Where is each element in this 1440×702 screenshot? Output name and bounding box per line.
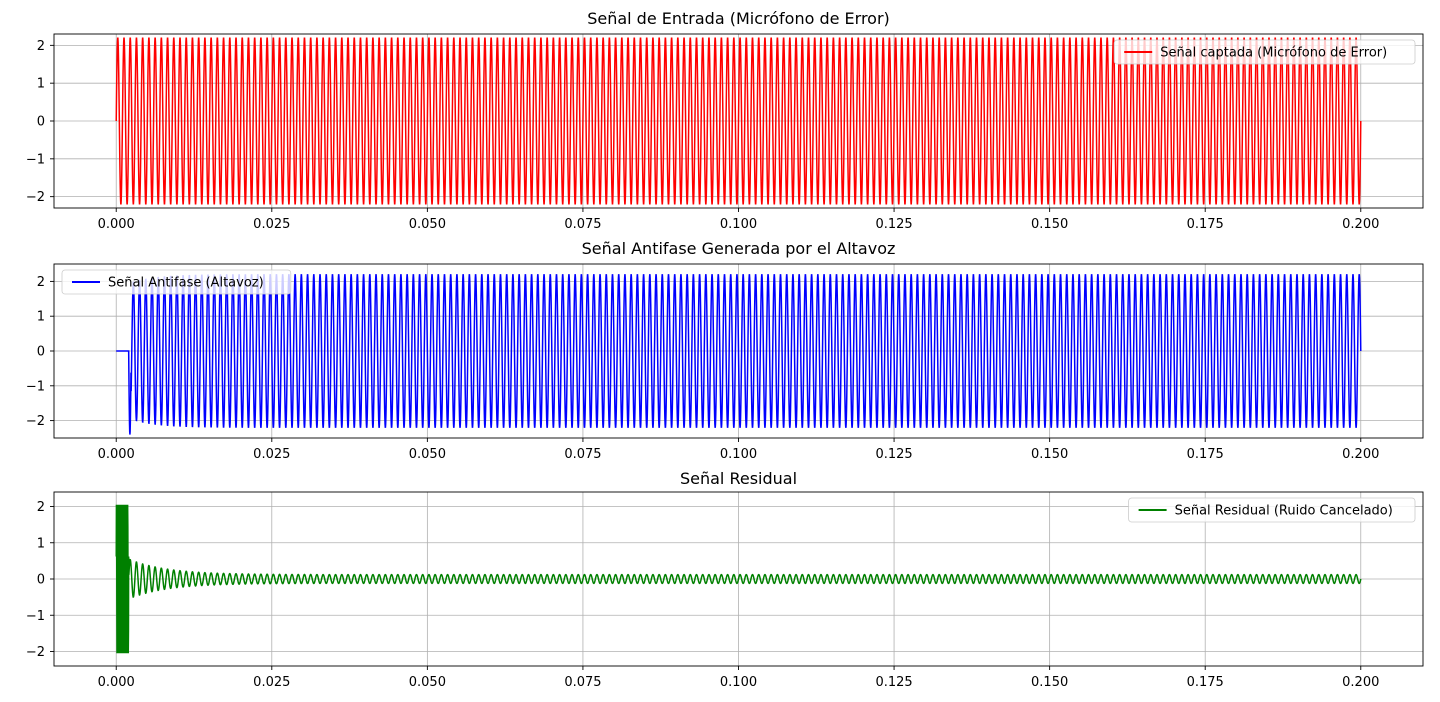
- residual-signal-y-tick-label: 1: [37, 536, 45, 551]
- input-signal-legend: Señal captada (Micrófono de Error): [1113, 39, 1416, 65]
- residual-signal-series-line: [115, 504, 1362, 654]
- input-signal-legend-box: [1113, 39, 1416, 65]
- residual-signal-title: Señal Residual: [680, 469, 797, 488]
- input-signal-y-tick-label: −2: [26, 190, 45, 205]
- antiphase-signal-x-tick-label: 0.100: [720, 447, 757, 462]
- residual-signal-x-tick-label: 0.050: [409, 675, 446, 690]
- input-signal-legend-label: Señal captada (Micrófono de Error): [1160, 46, 1387, 61]
- input-signal-series-line: [115, 37, 1362, 205]
- antiphase-signal-y-tick-label: −1: [26, 379, 45, 394]
- antiphase-signal-series-line: [116, 274, 1362, 435]
- antiphase-signal-x-tick-label: 0.150: [1031, 447, 1068, 462]
- antiphase-signal-y-tick-label: 2: [37, 275, 45, 290]
- antiphase-signal-panel: 0.000 0.025 0.050 0.075 0.100 0.125 0.150 0.175…: [26, 239, 1424, 462]
- input-signal-x-tick-label: 0.075: [564, 217, 601, 232]
- residual-signal-x-tick-label: 0.125: [875, 675, 912, 690]
- residual-signal-x-tick-label: 0.075: [564, 675, 601, 690]
- input-signal-y-tick-label: −1: [26, 152, 45, 167]
- antiphase-signal-y-tick-label: 0: [37, 345, 45, 360]
- antiphase-signal-x-tick-label: 0.075: [564, 447, 601, 462]
- input-signal-x-tick-label: 0.000: [98, 217, 135, 232]
- antiphase-signal-legend-label: Señal Antifase (Altavoz): [108, 276, 264, 291]
- input-signal-x-tick-label: 0.150: [1031, 217, 1068, 232]
- antiphase-signal-x-tick-label: 0.050: [409, 447, 446, 462]
- antiphase-signal-y-tick-label: −2: [26, 414, 45, 429]
- input-signal-title: Señal de Entrada (Micrófono de Error): [587, 9, 890, 28]
- antiphase-signal-x-tick-label: 0.025: [253, 447, 290, 462]
- input-signal-x-tick-label: 0.125: [875, 217, 912, 232]
- input-signal-x-tick-label: 0.050: [409, 217, 446, 232]
- input-signal-x-tick-label: 0.175: [1187, 217, 1224, 232]
- residual-signal-legend-label: Señal Residual (Ruido Cancelado): [1175, 504, 1393, 519]
- input-signal-x-tick-label: 0.200: [1342, 217, 1379, 232]
- residual-signal-x-tick-label: 0.025: [253, 675, 290, 690]
- input-signal-x-tick-label: 0.100: [720, 217, 757, 232]
- residual-signal-x-tick-label: 0.000: [98, 675, 135, 690]
- input-signal-y-tick-label: 1: [37, 77, 45, 92]
- residual-signal-panel: 0.000 0.025 0.050 0.075 0.100 0.125 0.150 0.175…: [26, 469, 1424, 690]
- input-signal-x-tick-label: 0.025: [253, 217, 290, 232]
- residual-signal-y-tick-label: −2: [26, 645, 45, 660]
- residual-signal-x-tick-label: 0.175: [1187, 675, 1224, 690]
- antiphase-signal-legend: Señal Antifase (Altavoz): [61, 269, 292, 295]
- antiphase-signal-x-tick-label: 0.125: [875, 447, 912, 462]
- antiphase-signal-y-tick-label: 1: [37, 310, 45, 325]
- residual-signal-x-tick-label: 0.100: [720, 675, 757, 690]
- residual-signal-y-tick-label: 0: [37, 573, 45, 588]
- residual-signal-x-tick-label: 0.200: [1342, 675, 1379, 690]
- antiphase-signal-x-tick-label: 0.000: [98, 447, 135, 462]
- residual-signal-y-tick-label: 2: [37, 500, 45, 515]
- residual-signal-legend-box: [1128, 497, 1416, 523]
- residual-signal-x-tick-label: 0.150: [1031, 675, 1068, 690]
- input-signal-panel: 0.000 0.025 0.050 0.075 0.100 0.125 0.150 0.175…: [26, 9, 1424, 232]
- input-signal-y-tick-label: 2: [37, 39, 45, 54]
- antiphase-signal-x-tick-label: 0.175: [1187, 447, 1224, 462]
- residual-signal-legend: Señal Residual (Ruido Cancelado): [1128, 497, 1416, 523]
- antiphase-signal-x-tick-label: 0.200: [1342, 447, 1379, 462]
- antiphase-signal-legend-box: [61, 269, 292, 295]
- input-signal-y-tick-label: 0: [37, 115, 45, 130]
- residual-signal-y-tick-label: −1: [26, 609, 45, 624]
- antiphase-signal-title: Señal Antifase Generada por el Altavoz: [582, 239, 896, 258]
